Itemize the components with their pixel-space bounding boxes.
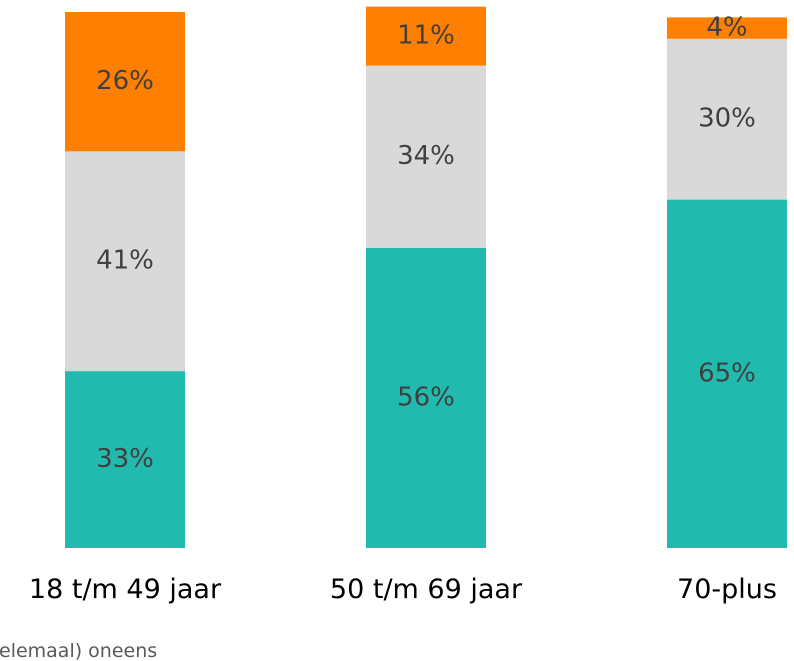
bar-segment-18-t-m-49-jaar-s2 xyxy=(65,151,185,372)
data-label-70-plus-s2: 30% xyxy=(698,104,756,134)
data-label-18-t-m-49-jaar-s2: 41% xyxy=(96,246,154,276)
category-label-50-t-m-69-jaar: 50 t/m 69 jaar xyxy=(330,574,523,605)
data-label-70-plus-s1: 65% xyxy=(698,358,756,388)
data-label-70-plus-s3: 4% xyxy=(706,13,747,43)
bar-segment-50-t-m-69-jaar-s3 xyxy=(366,6,486,66)
data-label-50-t-m-69-jaar-s3: 11% xyxy=(397,21,455,51)
data-labels-group: 33% 41% 26% 56% 34% 11% 65% 30% 4% xyxy=(96,13,756,474)
bar-segment-70-plus-s2 xyxy=(667,38,787,200)
category-label-70-plus: 70-plus xyxy=(677,574,777,605)
bar-segment-70-plus-s3 xyxy=(667,17,787,39)
category-labels-group: 18 t/m 49 jaar 50 t/m 69 jaar 70-plus xyxy=(29,574,777,605)
bar-segment-50-t-m-69-jaar-s1 xyxy=(366,247,486,548)
data-label-18-t-m-49-jaar-s1: 33% xyxy=(96,444,154,474)
bar-segment-18-t-m-49-jaar-s3 xyxy=(65,12,185,152)
category-label-18-t-m-49-jaar: 18 t/m 49 jaar xyxy=(29,574,222,605)
data-label-50-t-m-69-jaar-s1: 56% xyxy=(397,382,455,412)
legend-entry-partial: elemaal) oneens xyxy=(0,640,157,661)
bars-group xyxy=(65,6,787,548)
bar-segment-70-plus-s1 xyxy=(667,199,787,548)
bar-segment-50-t-m-69-jaar-s2 xyxy=(366,65,486,248)
data-label-18-t-m-49-jaar-s3: 26% xyxy=(96,66,154,96)
bar-segment-18-t-m-49-jaar-s1 xyxy=(65,371,185,548)
data-label-50-t-m-69-jaar-s2: 34% xyxy=(397,141,455,171)
